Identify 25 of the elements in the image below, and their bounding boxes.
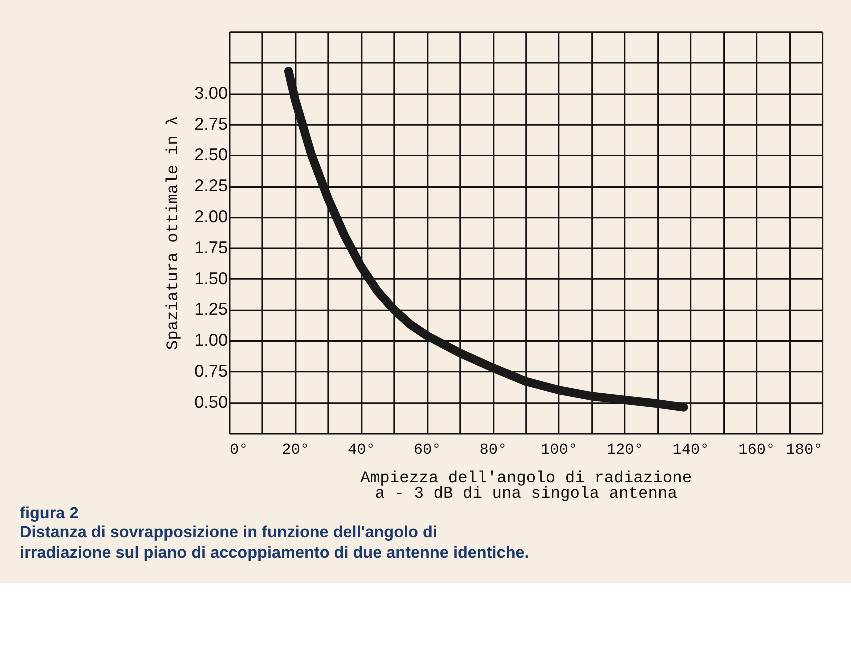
y-tick-label: 1.50 [194, 268, 228, 288]
y-tick-label: 2.25 [194, 176, 228, 196]
x-tick-label: 160° [738, 441, 776, 460]
y-tick-label: 2.50 [194, 144, 228, 165]
y-tick-label: 1.00 [194, 330, 228, 350]
y-tick-label: 2.00 [194, 206, 228, 227]
x-tick-label: 80° [480, 441, 508, 460]
x-tick-label: 20° [282, 441, 310, 460]
x-tick-label: 0° [230, 441, 248, 460]
y-tick-label: 3.00 [194, 82, 228, 103]
x-tick-label: 140° [672, 441, 710, 460]
y-tick-label: 2.75 [194, 114, 228, 134]
y-tick-label: 1.25 [194, 299, 228, 320]
x-tick-label: 60° [414, 441, 442, 460]
y-tick-label: 0.75 [194, 360, 228, 381]
x-tick-label: 120° [606, 441, 644, 460]
text: Distanza di sovrapposizione in funzione dell'angolo di irradiazione sul piano di accoppiamento di due antenne identiche. [20, 524, 530, 562]
text: figura 2 [20, 504, 79, 523]
x-tick-label: 40° [348, 441, 376, 460]
y-tick-label: 0.50 [194, 392, 228, 412]
y-tick-label: 1.75 [194, 237, 228, 258]
x-tick-label: 100° [540, 441, 578, 460]
x-axis-title: Ampiezza dell'angolo di radiazione a - 3 dB di una singola antenna [360, 468, 692, 504]
y-axis-title: Spaziatura ottimale in λ [163, 116, 182, 350]
x-tick-label: 180° [786, 441, 823, 460]
